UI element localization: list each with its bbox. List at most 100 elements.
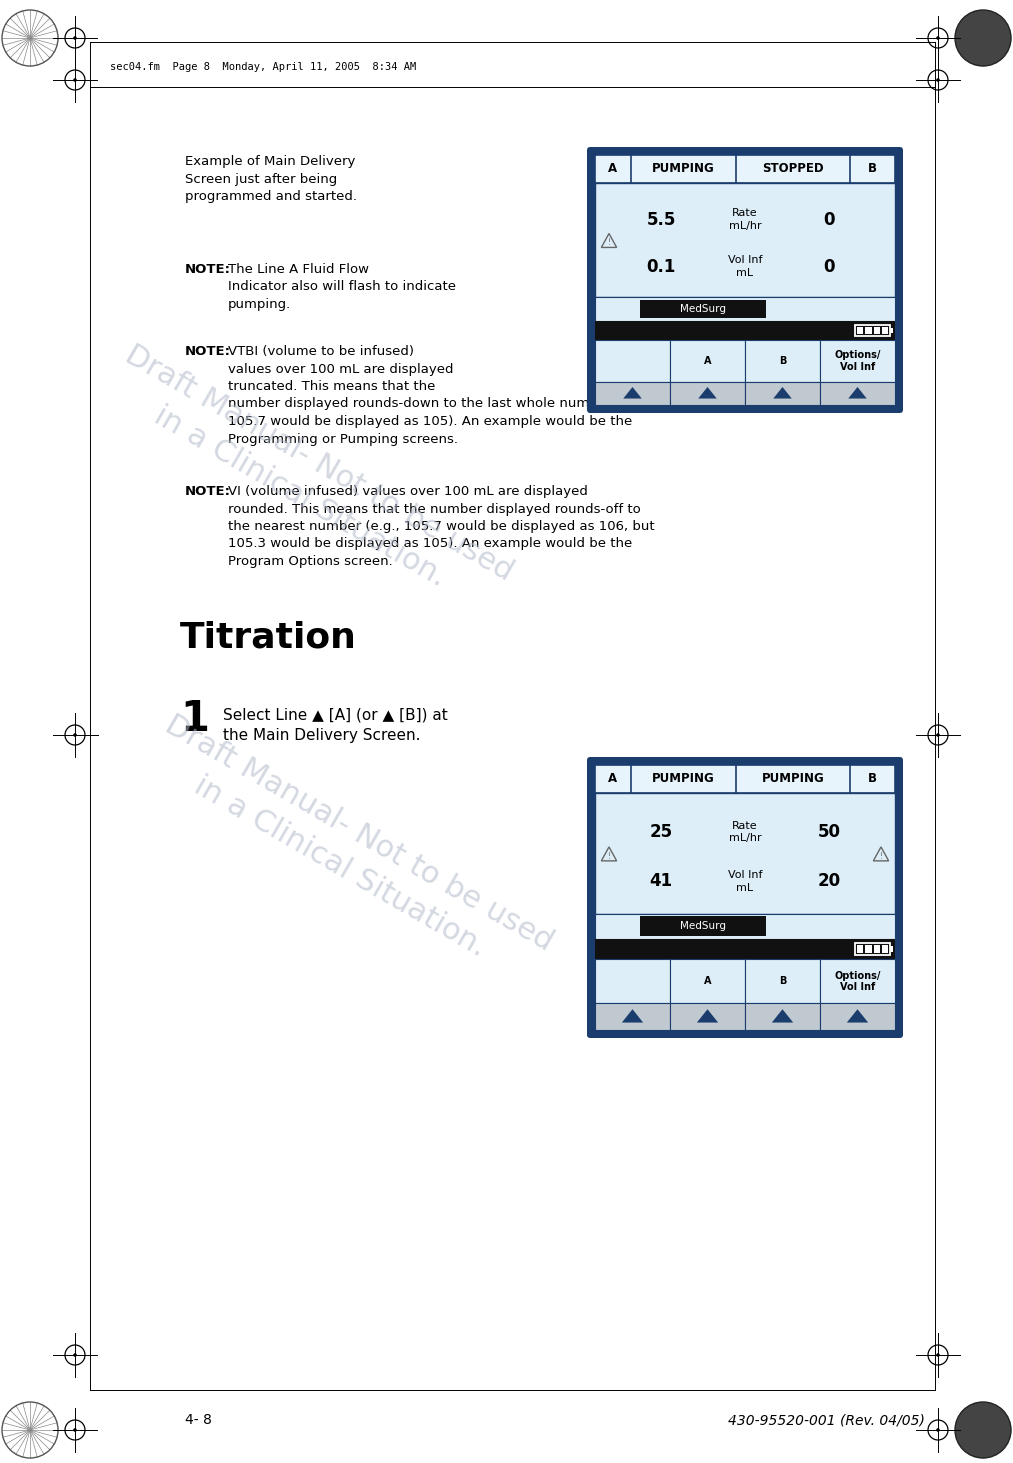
Bar xyxy=(820,341,895,382)
Text: 1: 1 xyxy=(180,698,209,740)
Text: Example of Main Delivery
Screen just after being
programmed and started.: Example of Main Delivery Screen just aft… xyxy=(185,155,357,203)
Bar xyxy=(890,328,893,334)
Bar xyxy=(595,793,895,914)
Text: 0: 0 xyxy=(824,257,835,275)
Polygon shape xyxy=(772,1009,793,1023)
Bar xyxy=(595,382,670,405)
Bar xyxy=(640,300,766,319)
Text: B: B xyxy=(868,772,877,786)
Bar xyxy=(873,945,879,954)
Text: 20: 20 xyxy=(817,872,841,891)
Text: Select Line ▲ [A] (or ▲ [B]) at
the Main Delivery Screen.: Select Line ▲ [A] (or ▲ [B]) at the Main… xyxy=(223,708,448,743)
Circle shape xyxy=(936,37,940,40)
Polygon shape xyxy=(847,1009,868,1023)
Circle shape xyxy=(73,733,77,737)
Text: PUMPING: PUMPING xyxy=(762,772,825,786)
Text: 41: 41 xyxy=(649,872,673,891)
Bar xyxy=(640,916,766,936)
Text: B: B xyxy=(868,162,877,176)
Bar xyxy=(745,382,820,405)
Circle shape xyxy=(73,37,77,40)
Text: VTBI (volume to be infused)
values over 100 mL are displayed
truncated. This mea: VTBI (volume to be infused) values over … xyxy=(228,345,650,446)
Bar xyxy=(873,326,879,335)
Circle shape xyxy=(955,10,1011,66)
Bar xyxy=(595,155,895,183)
Polygon shape xyxy=(623,388,642,398)
Text: !: ! xyxy=(608,851,611,860)
Bar xyxy=(670,1004,745,1030)
Circle shape xyxy=(73,1353,77,1356)
Text: The Line A Fluid Flow
Indicator also will flash to indicate
pumping.: The Line A Fluid Flow Indicator also wil… xyxy=(228,263,456,312)
Bar xyxy=(595,183,895,297)
Text: A: A xyxy=(704,356,711,366)
Text: Rate
mL/hr: Rate mL/hr xyxy=(728,208,762,231)
Text: Draft Manual- Not to be used
in a Clinical Situation.: Draft Manual- Not to be used in a Clinic… xyxy=(142,710,558,990)
Bar xyxy=(595,1004,670,1030)
Circle shape xyxy=(73,1428,77,1432)
Text: !: ! xyxy=(879,851,882,860)
Polygon shape xyxy=(698,388,717,398)
Bar xyxy=(745,960,820,1004)
Bar xyxy=(855,325,890,336)
Text: Vol Inf
mL: Vol Inf mL xyxy=(727,870,762,892)
Text: 430-95520-001 (Rev. 04/05): 430-95520-001 (Rev. 04/05) xyxy=(728,1413,925,1426)
Text: A: A xyxy=(609,162,618,176)
Text: 5.5: 5.5 xyxy=(646,211,676,228)
FancyBboxPatch shape xyxy=(587,146,903,413)
Text: 25: 25 xyxy=(649,822,673,841)
Text: Rate
mL/hr: Rate mL/hr xyxy=(728,821,762,843)
Circle shape xyxy=(936,1428,940,1432)
Bar xyxy=(820,382,895,405)
Text: Vol Inf
mL: Vol Inf mL xyxy=(727,256,762,278)
Bar xyxy=(670,341,745,382)
Bar xyxy=(881,326,888,335)
Text: !: ! xyxy=(608,238,611,247)
Text: MedSurg: MedSurg xyxy=(680,922,726,932)
Bar xyxy=(881,945,888,954)
Circle shape xyxy=(936,1353,940,1356)
Bar xyxy=(595,320,895,341)
Text: sec04.fm  Page 8  Monday, April 11, 2005  8:34 AM: sec04.fm Page 8 Monday, April 11, 2005 8… xyxy=(110,61,416,72)
Bar xyxy=(670,382,745,405)
Text: Options/
Vol Inf: Options/ Vol Inf xyxy=(835,970,880,992)
Bar xyxy=(820,1004,895,1030)
Text: PUMPING: PUMPING xyxy=(652,162,715,176)
Bar xyxy=(595,765,895,793)
Text: 0.1: 0.1 xyxy=(646,257,676,275)
Bar xyxy=(595,939,895,960)
Text: Titration: Titration xyxy=(180,620,357,654)
Bar xyxy=(865,945,871,954)
Text: A: A xyxy=(704,976,711,986)
Polygon shape xyxy=(697,1009,718,1023)
Polygon shape xyxy=(622,1009,643,1023)
Text: VI (volume infused) values over 100 mL are displayed
rounded. This means that th: VI (volume infused) values over 100 mL a… xyxy=(228,486,654,568)
Polygon shape xyxy=(848,388,867,398)
Text: 50: 50 xyxy=(817,822,841,841)
Bar xyxy=(857,945,863,954)
Bar xyxy=(595,297,895,320)
Text: MedSurg: MedSurg xyxy=(680,304,726,315)
FancyBboxPatch shape xyxy=(587,756,903,1039)
Text: NOTE:: NOTE: xyxy=(185,345,231,358)
Bar xyxy=(745,1004,820,1030)
Circle shape xyxy=(955,1402,1011,1459)
Bar xyxy=(857,326,863,335)
Text: NOTE:: NOTE: xyxy=(185,486,231,497)
Bar xyxy=(745,341,820,382)
Circle shape xyxy=(936,78,940,82)
Text: 0: 0 xyxy=(824,211,835,228)
Text: B: B xyxy=(779,356,786,366)
Bar xyxy=(865,326,871,335)
Polygon shape xyxy=(773,388,792,398)
Text: 4- 8: 4- 8 xyxy=(185,1413,212,1426)
Text: Draft Manual- Not to be used
in a Clinical Situation.: Draft Manual- Not to be used in a Clinic… xyxy=(101,341,519,620)
Bar xyxy=(595,914,895,939)
Bar xyxy=(855,942,890,955)
Text: NOTE:: NOTE: xyxy=(185,263,231,277)
Circle shape xyxy=(73,78,77,82)
Text: B: B xyxy=(779,976,786,986)
Bar xyxy=(595,960,670,1004)
Bar xyxy=(890,947,893,952)
Bar xyxy=(670,960,745,1004)
Text: A: A xyxy=(609,772,618,786)
